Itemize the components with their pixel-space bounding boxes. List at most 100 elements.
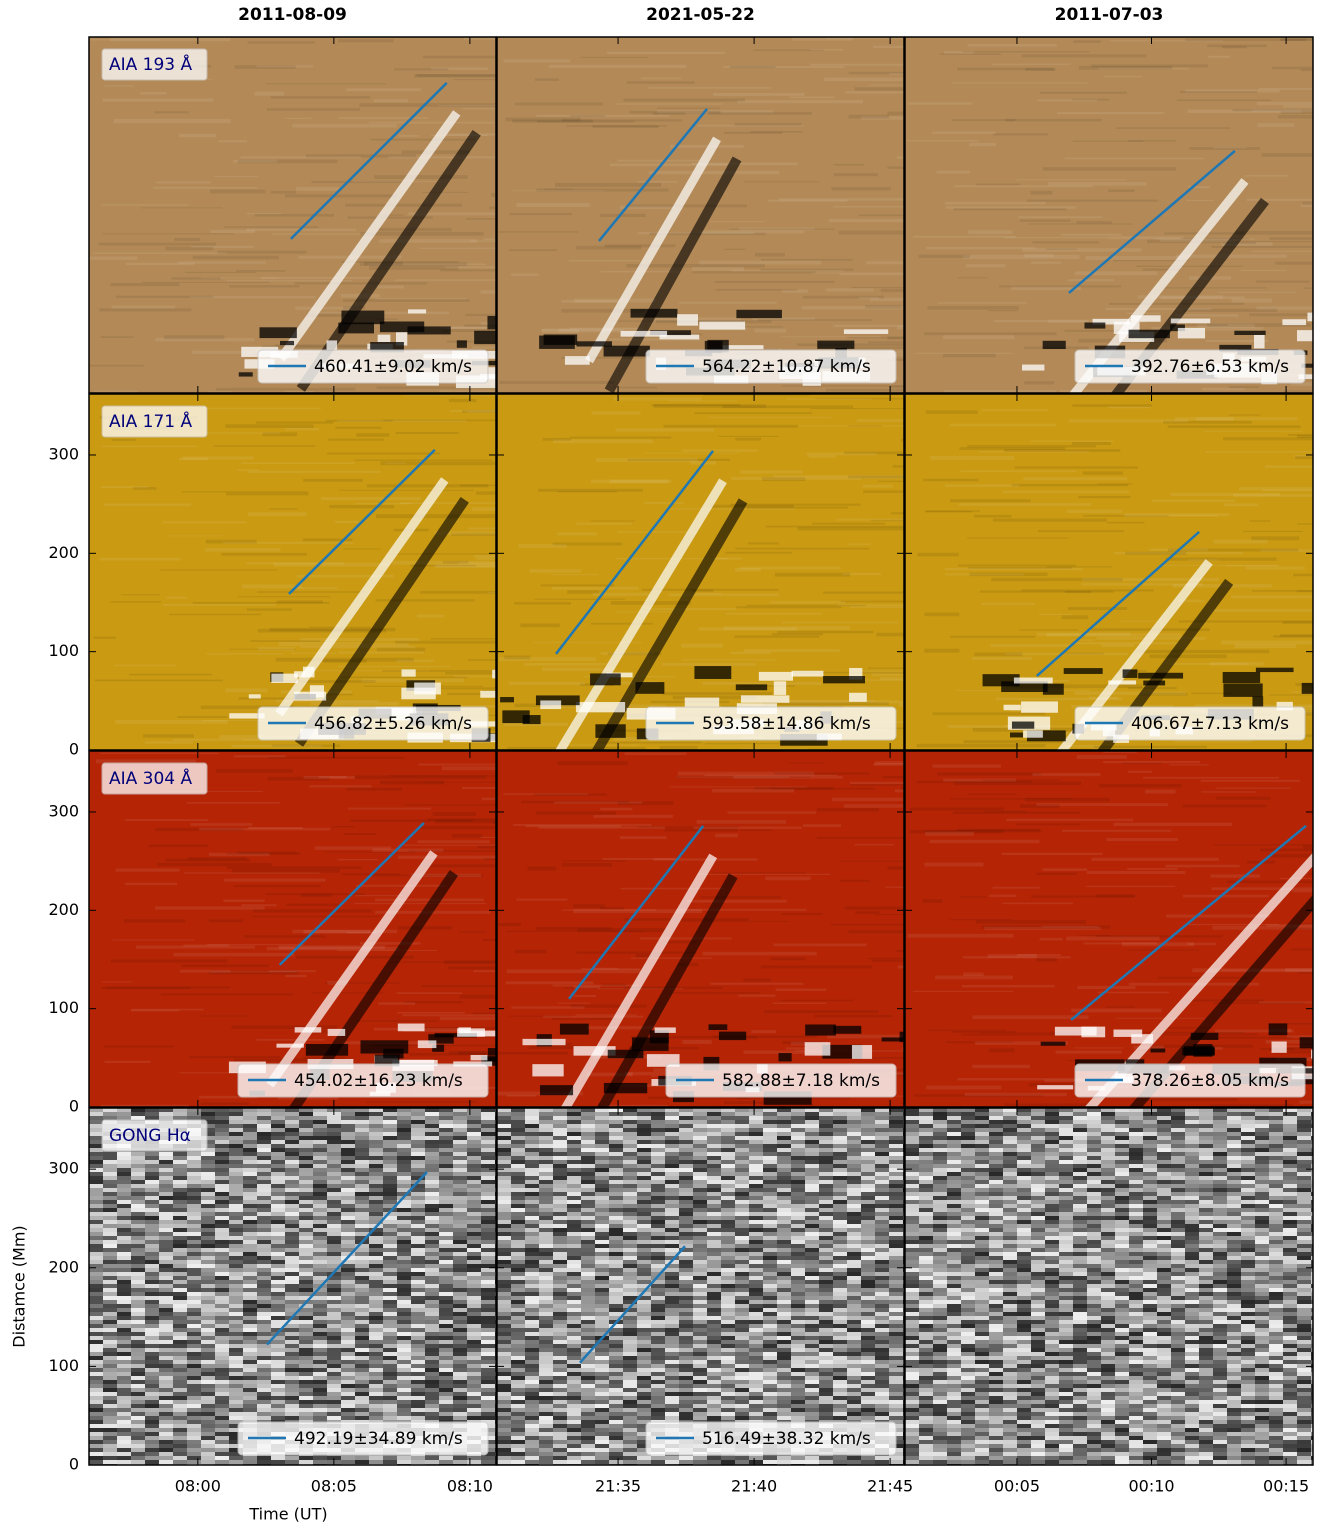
texture	[425, 1144, 440, 1149]
texture	[285, 1220, 300, 1225]
texture	[215, 1432, 230, 1437]
texture	[103, 1276, 118, 1281]
texture	[103, 1260, 118, 1265]
texture	[89, 1128, 104, 1133]
base-streak	[306, 1044, 348, 1056]
texture	[327, 1304, 342, 1309]
texture	[467, 1328, 482, 1333]
texture	[327, 1236, 342, 1241]
texture	[397, 1376, 412, 1381]
texture	[103, 1452, 118, 1457]
texture	[439, 1388, 454, 1393]
texture	[1128, 140, 1176, 142]
base-streak	[833, 1026, 861, 1034]
texture	[299, 1416, 314, 1421]
texture	[271, 1256, 286, 1261]
texture	[464, 37, 500, 39]
texture	[497, 1288, 512, 1293]
texture	[327, 1188, 342, 1193]
texture	[187, 1312, 202, 1317]
texture	[803, 824, 841, 827]
texture	[145, 1380, 160, 1385]
texture	[257, 1320, 272, 1325]
texture	[511, 1116, 526, 1121]
texture	[481, 1324, 496, 1329]
texture	[497, 1188, 512, 1193]
texture	[1039, 614, 1072, 615]
texture	[467, 1392, 482, 1397]
texture	[945, 202, 1046, 205]
texture	[341, 1140, 356, 1145]
texture	[1260, 848, 1324, 851]
texture	[511, 1196, 526, 1201]
texture	[215, 1292, 230, 1297]
texture	[670, 145, 743, 148]
texture	[117, 1272, 132, 1277]
texture	[257, 1212, 272, 1217]
base-streak	[1269, 1023, 1288, 1035]
texture	[369, 1128, 384, 1133]
texture	[327, 1412, 342, 1417]
texture	[525, 1428, 540, 1433]
texture	[1208, 56, 1230, 58]
texture	[315, 846, 391, 850]
texture	[557, 491, 617, 492]
column-title: 2011-08-09	[238, 5, 347, 25]
texture	[299, 1180, 314, 1185]
texture	[355, 1260, 370, 1265]
texture	[411, 1200, 426, 1205]
texture	[481, 1368, 496, 1373]
texture	[229, 1292, 244, 1297]
texture	[243, 1284, 258, 1289]
texture	[425, 1236, 440, 1241]
texture	[383, 1168, 398, 1173]
texture	[271, 1112, 286, 1117]
texture	[187, 1328, 202, 1333]
texture	[497, 1384, 512, 1389]
texture	[397, 1264, 412, 1269]
texture	[117, 1404, 132, 1409]
texture	[103, 1428, 118, 1433]
texture	[397, 1132, 412, 1137]
texture	[411, 1336, 426, 1341]
texture	[383, 1392, 398, 1397]
texture	[425, 1252, 440, 1257]
texture	[327, 1384, 342, 1389]
texture	[215, 1356, 230, 1361]
texture	[256, 421, 334, 423]
texture	[145, 1388, 160, 1393]
texture	[117, 1276, 132, 1281]
texture	[257, 1344, 272, 1349]
texture	[89, 1148, 104, 1153]
texture	[187, 1340, 202, 1345]
texture	[425, 1112, 440, 1117]
texture	[271, 1268, 286, 1273]
texture	[525, 1168, 540, 1173]
texture	[271, 1260, 286, 1265]
texture	[187, 1216, 202, 1221]
texture	[159, 1432, 174, 1437]
texture	[453, 1356, 468, 1361]
texture	[201, 1232, 216, 1237]
texture	[248, 827, 303, 829]
texture	[439, 1384, 454, 1389]
texture	[1257, 102, 1332, 105]
texture	[201, 1304, 216, 1309]
texture	[958, 277, 988, 278]
texture	[453, 1252, 468, 1257]
texture	[1170, 493, 1279, 496]
texture	[453, 1232, 468, 1237]
texture	[145, 1188, 160, 1193]
base-streak	[471, 1055, 488, 1060]
texture	[392, 561, 510, 565]
texture	[299, 1356, 314, 1361]
texture	[376, 514, 503, 518]
texture	[1077, 221, 1112, 223]
texture	[1283, 105, 1332, 108]
texture	[112, 940, 194, 941]
texture	[313, 1164, 328, 1169]
texture	[383, 1264, 398, 1269]
texture	[511, 1316, 526, 1321]
texture	[453, 1372, 468, 1377]
texture	[1106, 838, 1178, 841]
